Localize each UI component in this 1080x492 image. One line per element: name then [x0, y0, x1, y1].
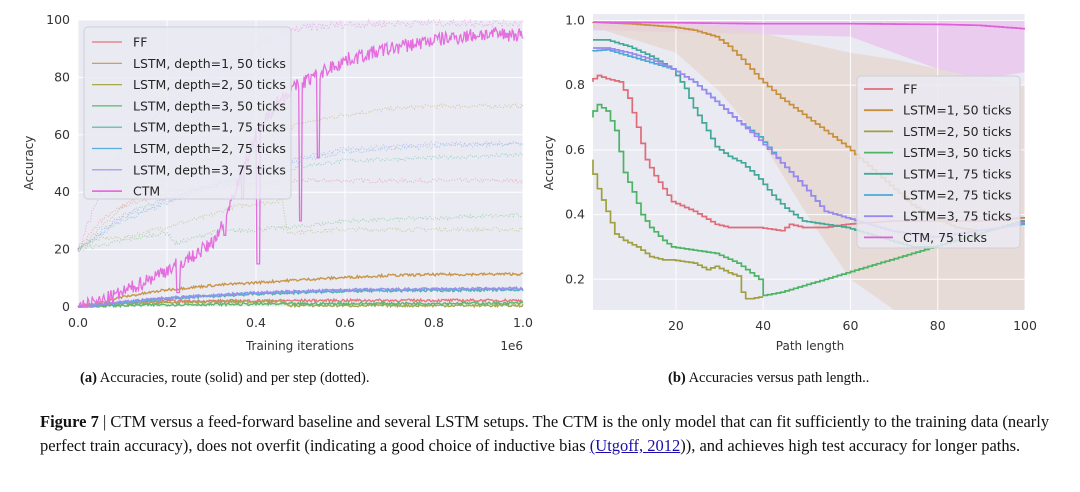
chart-a-x-tick-label: 0.4 [246, 315, 266, 330]
chart-a-dotted-line [77, 212, 524, 253]
chart-b: 20 40 60 80 100 0.20.40.60.81.0 Path length … [542, 12, 1037, 353]
chart-a-solid-line [77, 298, 524, 309]
chart-a-legend-label: CTM [133, 184, 160, 199]
chart-a-solid-line [78, 27, 524, 308]
chart-a-x-tick-label: 0.6 [335, 315, 355, 330]
chart-b-x-label: Path length [776, 339, 844, 353]
chart-a-solid-line [77, 300, 524, 309]
chart-b-legend: FF LSTM=1, 50 ticks LSTM=2, 50 ticks LSTM=3… [856, 75, 1021, 249]
chart-a-dotted-line [77, 140, 524, 252]
chart-b-y-ticks: 0.2 0.4 0.6 0.8 1.0 [565, 12, 585, 286]
chart-a: 0.0 0.2 0.4 0.6 0.8 1.0 0 20 40 60 80 100 Training… [22, 12, 533, 353]
subcaption-b-label: (b) [668, 370, 686, 386]
chart-a-y-tick-label: 40 [54, 184, 70, 199]
chart-b-line [593, 21, 1025, 30]
chart-a-dotted-line [77, 152, 524, 251]
figure-caption-text: CTM versus a feed-forward baseline and s… [40, 412, 1050, 455]
chart-b-x-tick-label: 60 [843, 318, 859, 333]
subcaption-b: (b) Accuracies versus path length.. [668, 370, 869, 387]
chart-a-x-offset: 1e6 [500, 339, 523, 353]
chart-b-legend-label: LSTM=3, 50 ticks [903, 145, 1012, 160]
subcaption-b-text: Accuracies versus path length.. [688, 370, 870, 386]
chart-a-y-ticks: 0 20 40 60 80 100 [46, 12, 70, 314]
chart-a-legend-label: LSTM, depth=1, 50 ticks [133, 56, 286, 71]
chart-a-solid-series [77, 27, 524, 309]
chart-a-y-label: Accuracy [22, 136, 36, 191]
chart-a-legend-label: LSTM, depth=3, 75 ticks [133, 162, 286, 177]
chart-a-x-ticks: 0.0 0.2 0.4 0.6 0.8 1.0 [68, 315, 533, 330]
chart-a-y-tick-label: 20 [54, 242, 70, 257]
chart-a-legend: FF LSTM, depth=1, 50 ticks LSTM, depth=2, … [83, 26, 292, 200]
chart-a-legend-label: LSTM, depth=2, 75 ticks [133, 141, 286, 156]
chart-a-solid-line [78, 285, 524, 308]
chart-b-band [593, 20, 1025, 79]
citation-link[interactable]: (Utgoff, 2012 [589, 436, 681, 455]
figure-caption-label: Figure 7 [40, 412, 99, 431]
figure-caption-text-end: )), and achieves high test accuracy for … [680, 436, 1021, 455]
chart-b-line [592, 159, 764, 300]
chart-b-x-tick-label: 100 [1013, 318, 1037, 333]
chart-b-y-tick-label: 1.0 [565, 12, 585, 27]
chart-b-legend-label: LSTM=2, 75 ticks [903, 188, 1012, 203]
chart-a-dotted-line [77, 141, 524, 251]
chart-b-legend-label: CTM, 75 ticks [903, 230, 987, 245]
chart-b-legend-label: LSTM=3, 75 ticks [903, 209, 1012, 224]
chart-a-legend-label: FF [133, 35, 147, 50]
chart-b-y-tick-label: 0.4 [565, 207, 585, 222]
chart-b-legend-label: LSTM=1, 75 ticks [903, 166, 1012, 181]
chart-a-x-tick-label: 0.2 [157, 315, 177, 330]
chart-a-y-tick-label: 80 [54, 69, 70, 84]
chart-b-x-tick-label: 80 [930, 318, 946, 333]
chart-b-legend-label: LSTM=2, 50 ticks [903, 124, 1012, 139]
figure: 0.0 0.2 0.4 0.6 0.8 1.0 0 20 40 60 80 100 Training… [22, 12, 1037, 353]
figure-caption-separator: | [102, 412, 107, 431]
chart-a-y-tick-label: 60 [54, 127, 70, 142]
subcaption-a-label: (a) [80, 370, 97, 386]
chart-a-x-label: Training iterations [245, 339, 354, 353]
chart-a-legend-label: LSTM, depth=1, 75 ticks [133, 120, 286, 135]
chart-a-x-tick-label: 0.0 [68, 315, 88, 330]
chart-b-y-tick-label: 0.6 [565, 142, 585, 157]
chart-b-legend-label: LSTM=1, 50 ticks [903, 103, 1012, 118]
chart-b-x-tick-label: 20 [668, 318, 684, 333]
chart-a-solid-line [77, 271, 524, 308]
chart-b-y-label: Accuracy [542, 136, 556, 191]
chart-a-y-tick-label: 100 [46, 12, 70, 27]
chart-a-x-tick-label: 1.0 [513, 315, 533, 330]
chart-a-dotted-line [77, 102, 524, 251]
chart-a-x-tick-label: 0.8 [424, 315, 444, 330]
chart-a-dotted-line [77, 198, 524, 251]
figure-caption: Figure 7 | CTM versus a feed-forward bas… [40, 410, 1060, 458]
chart-a-legend-label: LSTM, depth=3, 50 ticks [133, 98, 286, 113]
chart-b-legend-label: FF [903, 82, 917, 97]
subcaption-a: (a) Accuracies, route (solid) and per st… [80, 370, 370, 387]
chart-a-legend-label: LSTM, depth=2, 50 ticks [133, 77, 286, 92]
chart-b-x-ticks: 20 40 60 80 100 [668, 318, 1037, 333]
subcaption-a-text: Accuracies, route (solid) and per step (… [99, 370, 370, 386]
chart-b-y-tick-label: 0.2 [565, 271, 585, 286]
chart-b-y-tick-label: 0.8 [565, 77, 585, 92]
chart-b-x-tick-label: 40 [755, 318, 771, 333]
chart-a-y-tick-label: 0 [62, 299, 70, 314]
